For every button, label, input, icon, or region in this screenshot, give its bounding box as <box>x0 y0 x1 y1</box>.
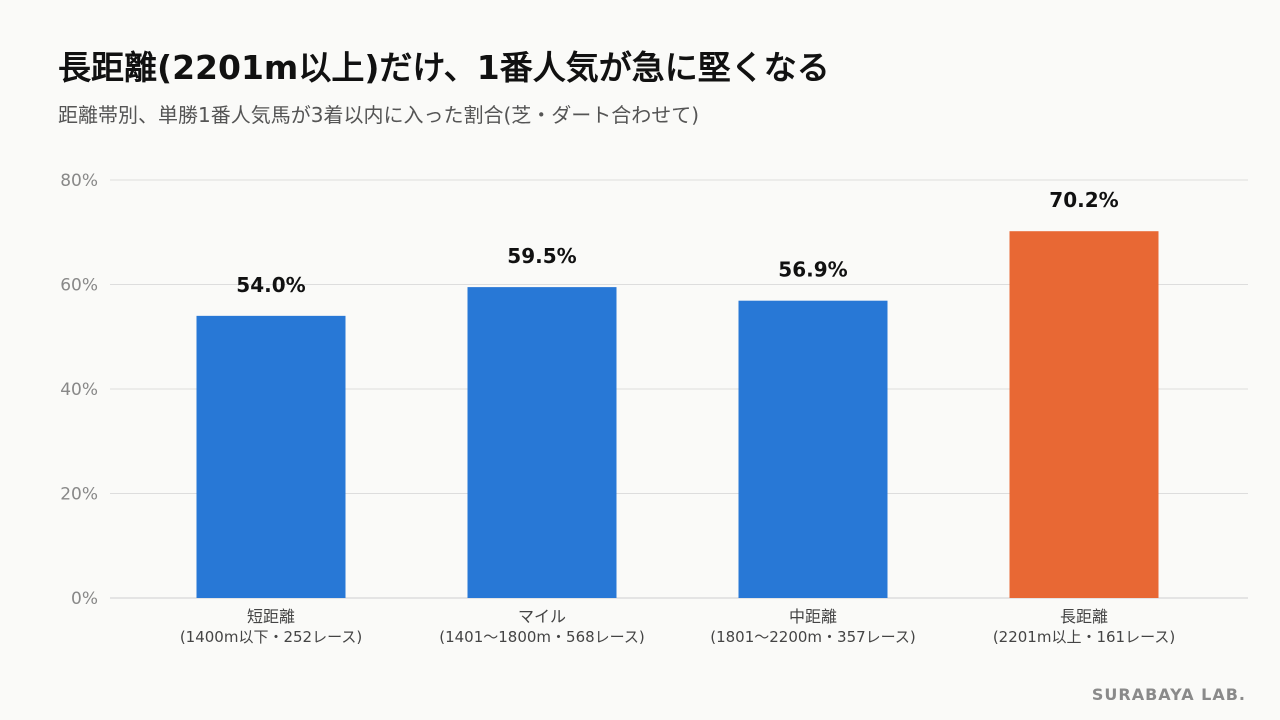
y-tick-label: 20% <box>60 485 98 505</box>
x-category-detail: (1801〜2200m・357レース) <box>710 628 916 646</box>
value-label: 56.9% <box>778 258 847 282</box>
y-tick-label: 80% <box>60 171 98 191</box>
chart-title: 長距離(2201m以上)だけ、1番人気が急に堅くなる <box>58 48 830 87</box>
y-axis-ticks: 0% 20% 40% 60% 80% <box>60 171 98 609</box>
y-tick-label: 60% <box>60 276 98 296</box>
x-category-detail: (1400m以下・252レース) <box>180 628 362 646</box>
x-category-label: 中距離 <box>789 607 837 626</box>
value-label: 54.0% <box>236 273 305 297</box>
bar <box>738 300 888 598</box>
value-label: 70.2% <box>1049 188 1118 212</box>
bar <box>1009 231 1159 598</box>
brand-watermark: SURABAYA LAB. <box>1091 685 1246 704</box>
bar <box>467 287 617 598</box>
y-tick-label: 0% <box>71 589 98 609</box>
y-tick-label: 40% <box>60 380 98 400</box>
x-category-detail: (2201m以上・161レース) <box>993 628 1175 646</box>
chart-subtitle: 距離帯別、単勝1番人気馬が3着以内に入った割合(芝・ダート合わせて) <box>58 103 700 127</box>
x-category-label: 長距離 <box>1060 607 1108 626</box>
x-category-detail: (1401〜1800m・568レース) <box>439 628 645 646</box>
x-axis-labels: 短距離 (1400m以下・252レース) マイル (1401〜1800m・568レース… <box>180 607 1175 646</box>
value-labels: 54.0% 59.5% 56.9% 70.2% <box>236 188 1118 297</box>
bar <box>196 315 346 598</box>
value-label: 59.5% <box>507 244 576 268</box>
x-category-label: マイル <box>518 607 566 626</box>
x-category-label: 短距離 <box>247 607 295 626</box>
bars <box>196 231 1159 598</box>
